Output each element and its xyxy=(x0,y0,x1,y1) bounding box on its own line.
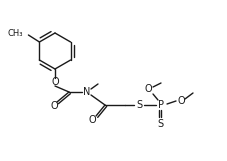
Text: O: O xyxy=(144,84,152,94)
Text: S: S xyxy=(136,100,142,110)
Text: S: S xyxy=(157,119,163,129)
Text: P: P xyxy=(158,100,164,110)
Text: O: O xyxy=(177,96,185,106)
Text: O: O xyxy=(51,77,59,87)
Text: N: N xyxy=(83,87,91,97)
Text: O: O xyxy=(50,101,58,111)
Text: CH₃: CH₃ xyxy=(8,28,23,38)
Text: O: O xyxy=(88,115,96,125)
